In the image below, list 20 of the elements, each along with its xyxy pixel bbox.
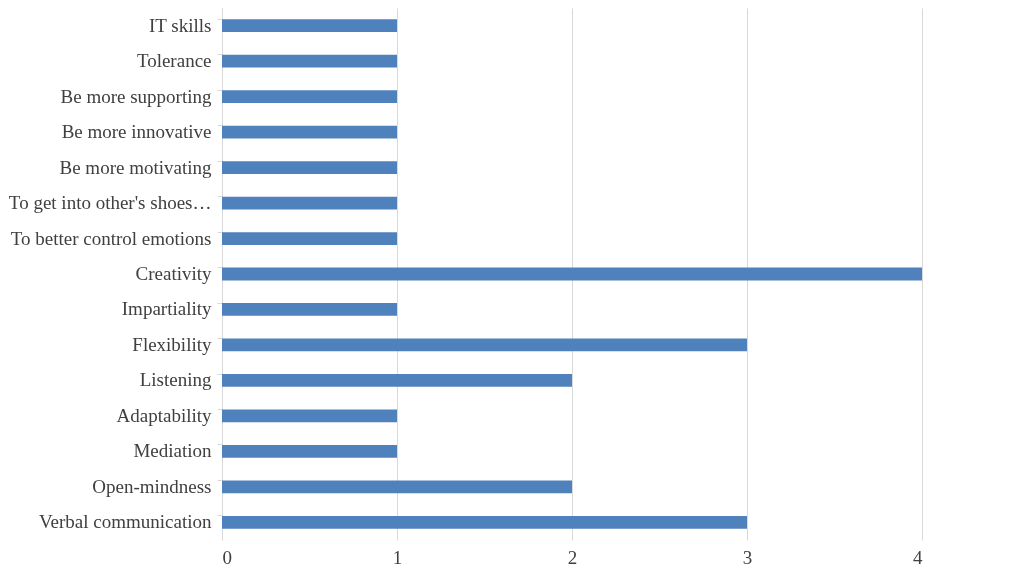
y-tick-label: Be more innovative (61, 121, 212, 143)
y-tick-label: Listening (139, 369, 212, 391)
x-tick-label: 2 (567, 546, 578, 568)
y-tick-label: Tolerance (136, 50, 212, 72)
y-tick-label: IT skills (149, 14, 212, 36)
y-tick-label: Adaptability (116, 404, 212, 426)
y-tick-label: Creativity (135, 263, 212, 284)
x-tick-label: 1 (392, 546, 403, 568)
y-tick-label: To get into other's shoes… (8, 192, 212, 214)
y-tick-label: Be more motivating (59, 156, 212, 178)
x-tick-label: 4 (913, 546, 923, 568)
y-tick-label: Open-mindness (92, 475, 212, 497)
y-tick-label: Impartiality (121, 298, 212, 320)
y-tick-label: To better control emotions (10, 227, 212, 249)
y-tick-label: Flexibility (132, 333, 212, 355)
y-tick-label: Verbal communication (38, 511, 212, 533)
x-tick-label: 3 (742, 546, 753, 568)
y-tick-label: Be more supporting (60, 85, 212, 107)
x-tick-label: 0 (222, 546, 232, 568)
y-tick-label: Mediation (133, 440, 212, 462)
